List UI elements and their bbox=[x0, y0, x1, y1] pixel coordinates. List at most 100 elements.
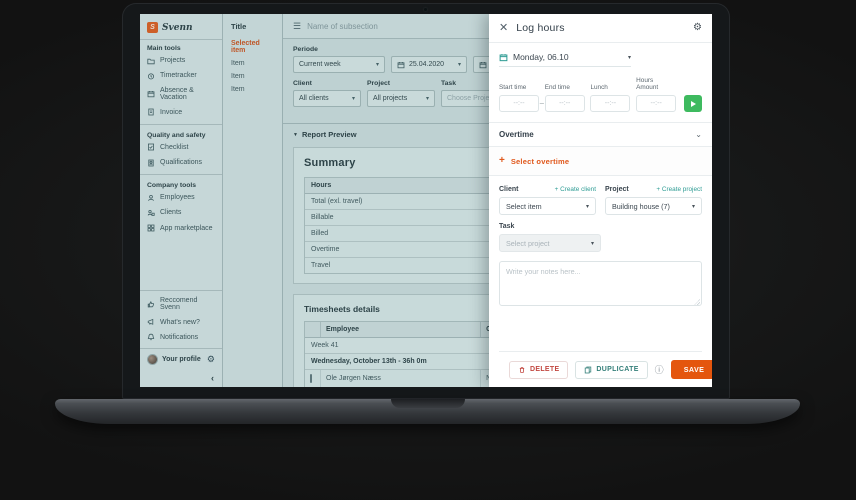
project-select[interactable]: All projects ▾ bbox=[367, 90, 435, 107]
subnav-title: Title bbox=[231, 22, 247, 31]
subnav-selected-item[interactable]: Selected item bbox=[231, 40, 260, 54]
client-select[interactable]: Select item ▾ bbox=[499, 197, 596, 215]
sidebar-item-whats-new[interactable]: What's new? bbox=[140, 315, 222, 330]
chevron-down-icon: ▾ bbox=[691, 203, 695, 210]
cell-employee: Ole Jørgen Næss bbox=[321, 370, 482, 387]
start-timer-button[interactable] bbox=[684, 95, 703, 112]
sidebar-item-projects[interactable]: Projects bbox=[140, 53, 222, 68]
end-time-input[interactable] bbox=[544, 95, 585, 112]
subnav-item[interactable]: Item bbox=[231, 60, 245, 67]
clients-icon bbox=[147, 209, 155, 216]
date-from-picker[interactable]: 25.04.2020 ▾ bbox=[391, 56, 467, 73]
day-select[interactable]: Monday, 06.10 ▾ bbox=[499, 52, 631, 67]
select-overtime-button[interactable]: + Select overtime bbox=[489, 147, 712, 176]
time-range-dash: – bbox=[539, 98, 544, 107]
calendar-icon bbox=[499, 53, 508, 61]
sidebar-item-label: Timetracker bbox=[160, 72, 197, 80]
qualifications-icon bbox=[148, 159, 154, 166]
app-window: S Svenn Main tools Projects Timetracker … bbox=[140, 14, 712, 387]
sidebar-item-timetracker[interactable]: Timetracker bbox=[140, 68, 222, 83]
overtime-accordion[interactable]: Overtime ⌄ bbox=[489, 122, 712, 147]
chevron-down-icon: ▾ bbox=[627, 54, 631, 61]
sidebar-item-clients[interactable]: Clients bbox=[140, 205, 222, 220]
subnav-item[interactable]: Item bbox=[231, 86, 245, 93]
delete-label: DELETE bbox=[530, 366, 560, 373]
task-block: Task Select project ▾ bbox=[499, 223, 702, 252]
settings-gear-icon[interactable]: ⚙ bbox=[206, 354, 215, 364]
log-hours-modal: ✕ Log hours ⚙ Monday, 06.10 ▾ Start time… bbox=[489, 14, 712, 387]
modal-settings-gear-icon[interactable]: ⚙ bbox=[693, 22, 702, 33]
client-value: All clients bbox=[299, 95, 329, 102]
chevron-down-icon: ⌄ bbox=[695, 130, 702, 139]
create-client-link[interactable]: + Create client bbox=[554, 186, 596, 193]
sidebar-item-label: Invoice bbox=[160, 108, 183, 116]
plus-icon: + bbox=[499, 155, 505, 166]
divider bbox=[140, 290, 222, 292]
sidebar-section-main-tools: Main tools bbox=[147, 45, 181, 52]
sidebar-section-company-tools: Company tools bbox=[147, 182, 197, 190]
duplicate-button[interactable]: DUPLICATE bbox=[575, 360, 648, 379]
task-label: Task bbox=[499, 223, 515, 230]
info-icon[interactable]: ⓘ bbox=[654, 365, 664, 375]
summary-title: Summary bbox=[304, 157, 356, 169]
sidebar-item-checklist[interactable]: Checklist bbox=[140, 140, 222, 155]
project-select[interactable]: Building house (7) ▾ bbox=[605, 197, 702, 215]
subsection-name-input[interactable] bbox=[307, 21, 458, 31]
date-from-value: 25.04.2020 bbox=[409, 61, 445, 68]
collapse-sidebar-chevron-icon[interactable]: ‹ bbox=[211, 373, 214, 383]
notes-textarea[interactable] bbox=[499, 261, 702, 306]
folder-icon bbox=[147, 58, 155, 64]
divider bbox=[140, 174, 222, 176]
lunch-input[interactable] bbox=[590, 95, 631, 112]
invoice-icon bbox=[148, 108, 154, 116]
save-button[interactable]: SAVE bbox=[670, 360, 712, 379]
hamburger-icon[interactable]: ☰ bbox=[293, 20, 302, 31]
duplicate-label: DUPLICATE bbox=[596, 366, 639, 373]
hours-amount-label: Hours Amount bbox=[636, 77, 659, 91]
create-project-link[interactable]: + Create project bbox=[656, 186, 702, 193]
bell-icon bbox=[147, 334, 155, 341]
sidebar-item-label: What's new? bbox=[160, 318, 200, 326]
project-label: Project bbox=[367, 80, 391, 87]
project-value: All projects bbox=[373, 95, 408, 102]
client-select[interactable]: All clients ▾ bbox=[293, 90, 361, 107]
sidebar-item-label: Clients bbox=[160, 209, 182, 217]
calendar-icon bbox=[479, 61, 487, 68]
task-label: Task bbox=[441, 80, 456, 87]
sidebar-item-absence-vacation[interactable]: Absence & Vacation bbox=[140, 83, 222, 104]
period-select[interactable]: Current week ▾ bbox=[293, 56, 385, 73]
row-checkbox[interactable] bbox=[310, 374, 312, 383]
modal-title: Log hours bbox=[516, 22, 565, 34]
hours-amount-input[interactable] bbox=[636, 95, 677, 112]
start-time-input[interactable] bbox=[499, 95, 539, 112]
client-value: Select item bbox=[506, 201, 542, 211]
chevron-down-icon: ▾ bbox=[375, 62, 379, 68]
profile-row[interactable]: Your profile ⚙ bbox=[140, 348, 222, 370]
sidebar-item-invoice[interactable]: Invoice bbox=[140, 105, 222, 120]
svenn-logo-icon: S bbox=[147, 22, 158, 33]
sidebar-section-quality-safety: Quality and safety bbox=[147, 131, 206, 139]
sidebar-item-app-marketplace[interactable]: App marketplace bbox=[140, 221, 222, 236]
sidebar-item-qualifications[interactable]: Qualifications bbox=[140, 155, 222, 170]
lunch-label: Lunch bbox=[590, 84, 608, 91]
profile-label: Your profile bbox=[162, 356, 201, 363]
task-placeholder: Choose Project bbox=[447, 95, 495, 102]
checkbox-column bbox=[305, 322, 321, 337]
sidebar-item-label: Projects bbox=[160, 57, 186, 65]
divider bbox=[140, 123, 222, 125]
client-label: Client bbox=[499, 186, 519, 193]
time-fields: Start time – End time Lunch bbox=[499, 77, 703, 112]
close-icon[interactable]: ✕ bbox=[499, 21, 509, 34]
delete-button[interactable]: DELETE bbox=[509, 360, 569, 379]
thumbs-up-icon bbox=[147, 301, 154, 308]
resize-handle[interactable] bbox=[694, 299, 700, 305]
logo[interactable]: S Svenn bbox=[140, 20, 222, 40]
modal-header: ✕ Log hours ⚙ bbox=[489, 14, 712, 43]
client-label: Client bbox=[293, 80, 312, 87]
subnav-item[interactable]: Item bbox=[231, 73, 245, 80]
sidebar-item-recommend-svenn[interactable]: Reccomend Svenn bbox=[140, 293, 222, 314]
sidebar-item-label: Reccomend Svenn bbox=[160, 297, 198, 312]
sidebar-item-employees[interactable]: Employees bbox=[140, 190, 222, 205]
notes-wrap bbox=[499, 261, 702, 308]
sidebar-item-notifications[interactable]: Notifications bbox=[140, 330, 222, 345]
